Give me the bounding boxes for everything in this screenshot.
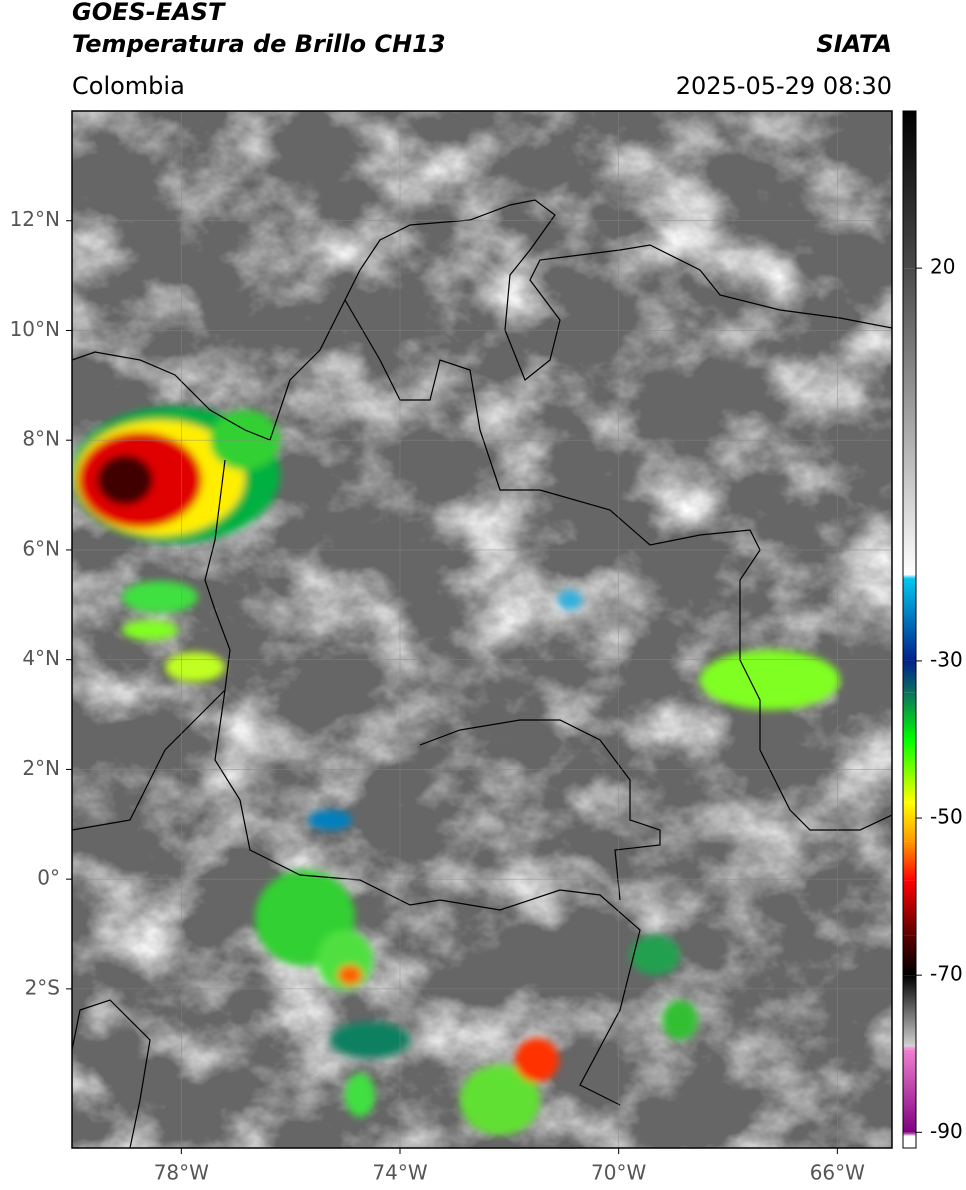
colorbar-tick-label: -90 bbox=[930, 1119, 963, 1143]
colorbar-segment bbox=[903, 802, 916, 842]
map-frame bbox=[71, 110, 893, 1149]
y-tick-label: 0° bbox=[37, 866, 60, 890]
source: SIATA bbox=[816, 30, 892, 58]
x-tick-label: 66°W bbox=[810, 1161, 865, 1185]
x-tick-label: 74°W bbox=[372, 1161, 427, 1185]
convection bbox=[72, 407, 840, 1135]
datetime: 2025-05-29 08:30 bbox=[676, 72, 892, 100]
title: GOES-EAST bbox=[72, 0, 226, 26]
y-tick-label: 8°N bbox=[22, 427, 60, 451]
y-tick-label: 4°N bbox=[22, 646, 60, 670]
subtitle: Temperatura de Brillo CH13 bbox=[72, 30, 446, 58]
coastline bbox=[72, 199, 892, 441]
y-tick-label: 10°N bbox=[10, 317, 60, 341]
y-tick-label: 6°N bbox=[22, 536, 60, 560]
colorbar-segment bbox=[903, 660, 916, 693]
colorbar-segment bbox=[903, 268, 916, 575]
colorbar-tick-label: -50 bbox=[930, 805, 963, 829]
y-tick-label: 2°S bbox=[25, 975, 60, 999]
y-tick-label: 2°N bbox=[22, 756, 60, 780]
colorbar-frame bbox=[902, 110, 917, 1149]
colorbar-segment bbox=[903, 739, 916, 803]
cloud-texture bbox=[72, 111, 892, 1148]
country-border bbox=[72, 299, 892, 1106]
colorbar-segment bbox=[903, 880, 916, 936]
map-area bbox=[72, 111, 892, 1148]
y-tick-label: 12°N bbox=[10, 207, 60, 231]
coast-west bbox=[72, 999, 151, 1148]
colorbar-segment bbox=[903, 1045, 916, 1050]
colorbar-segment bbox=[903, 1136, 916, 1148]
colorbar-segment bbox=[903, 975, 916, 1046]
colorbar-tick-label: 20 bbox=[930, 255, 955, 279]
colorbar-tick-label: -30 bbox=[930, 647, 963, 671]
colorbar-segment bbox=[903, 1132, 916, 1137]
colorbar-tick-label: -70 bbox=[930, 962, 963, 986]
x-tick-label: 70°W bbox=[591, 1161, 646, 1185]
colorbar-segment bbox=[903, 935, 916, 976]
colorbar-segment bbox=[903, 111, 916, 269]
colorbar-segment bbox=[903, 841, 916, 881]
colorbar-segment bbox=[903, 578, 916, 661]
colorbar-segment bbox=[903, 692, 916, 740]
colorbar-segment bbox=[903, 574, 916, 579]
region: Colombia bbox=[72, 72, 185, 100]
x-tick-label: 78°W bbox=[154, 1161, 209, 1185]
colorbar-segment bbox=[903, 1049, 916, 1133]
